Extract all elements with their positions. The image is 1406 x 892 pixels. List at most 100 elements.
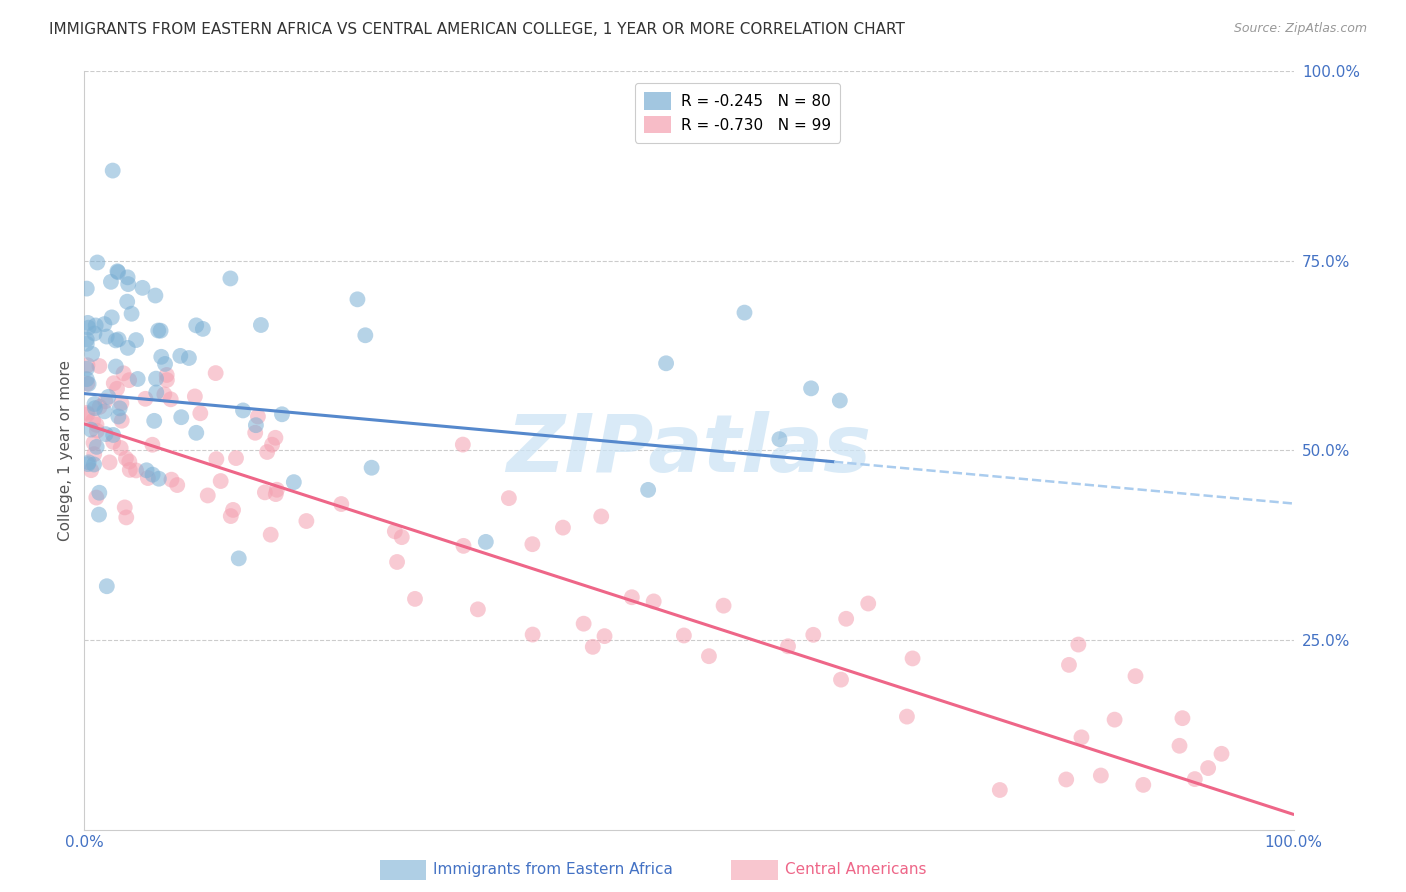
Point (354, 328, 377, 343)
Point (76, 358, 98, 372)
Point (115, 510, 138, 524)
Point (125, 333, 148, 347)
Point (97, 390, 120, 404)
Point (1090, 768, 1112, 782)
Point (142, 467, 165, 482)
Point (160, 473, 183, 487)
Point (148, 472, 170, 486)
Point (253, 485, 276, 500)
Point (82, 414, 104, 428)
Point (111, 414, 134, 428)
Point (593, 629, 616, 643)
Point (77, 376, 100, 391)
Point (76, 457, 98, 471)
Point (896, 709, 918, 723)
Point (522, 627, 544, 641)
Point (591, 509, 613, 524)
Point (89, 400, 111, 414)
Point (734, 305, 756, 319)
Point (467, 602, 489, 616)
Point (76, 376, 98, 391)
Point (145, 288, 167, 302)
Point (453, 539, 475, 553)
Point (80, 463, 103, 477)
Point (1211, 747, 1233, 761)
Point (245, 425, 267, 440)
Point (498, 491, 520, 505)
Point (184, 389, 207, 403)
Point (1070, 731, 1092, 745)
Point (245, 418, 267, 433)
Point (105, 382, 128, 396)
Point (83, 326, 105, 341)
Point (118, 463, 141, 477)
Point (551, 520, 574, 534)
Point (141, 438, 163, 452)
Point (149, 324, 172, 338)
Text: Source: ZipAtlas.com: Source: ZipAtlas.com (1233, 22, 1367, 36)
Point (136, 471, 159, 485)
Point (76, 333, 98, 347)
Point (205, 452, 228, 467)
Point (86, 255, 108, 269)
Point (256, 445, 278, 459)
Point (800, 381, 823, 395)
Point (76, 407, 98, 421)
Point (1054, 772, 1077, 787)
Point (169, 349, 191, 363)
Point (96, 579, 118, 593)
Point (197, 488, 219, 502)
Point (93, 404, 115, 418)
Point (107, 332, 129, 346)
Point (84, 491, 107, 505)
Point (1132, 778, 1154, 792)
Point (156, 368, 179, 382)
Point (118, 454, 141, 468)
Point (391, 530, 413, 544)
Point (637, 483, 659, 497)
Text: Immigrants from Eastern Africa: Immigrants from Eastern Africa (433, 863, 673, 877)
Point (262, 438, 284, 452)
Point (828, 393, 851, 408)
Point (295, 514, 318, 528)
Point (1197, 761, 1219, 775)
Point (77, 320, 100, 334)
Point (86, 417, 108, 432)
Point (776, 640, 799, 654)
Point (801, 628, 824, 642)
Point (110, 396, 132, 410)
Point (134, 392, 156, 406)
Point (1184, 772, 1206, 786)
Point (250, 318, 273, 332)
Point (84, 401, 107, 416)
Point (271, 407, 294, 421)
Point (153, 357, 176, 371)
Point (96, 329, 118, 343)
Point (222, 503, 245, 517)
Point (620, 591, 643, 605)
Point (177, 351, 200, 365)
Point (186, 318, 208, 333)
Point (103, 376, 125, 391)
Point (451, 437, 474, 451)
Point (114, 500, 136, 515)
Point (101, 163, 124, 178)
Point (655, 356, 678, 370)
Point (83, 447, 105, 461)
Point (145, 385, 167, 400)
Point (94, 394, 117, 409)
Point (522, 537, 544, 551)
Point (117, 277, 139, 292)
Point (672, 628, 695, 642)
Point (330, 497, 353, 511)
Point (100, 310, 122, 325)
Point (1067, 638, 1090, 652)
Point (835, 612, 858, 626)
Point (107, 409, 129, 424)
Point (77, 455, 100, 469)
Point (86, 424, 108, 438)
Point (209, 474, 232, 488)
Point (1057, 657, 1080, 672)
Point (360, 460, 382, 475)
Point (110, 441, 132, 455)
